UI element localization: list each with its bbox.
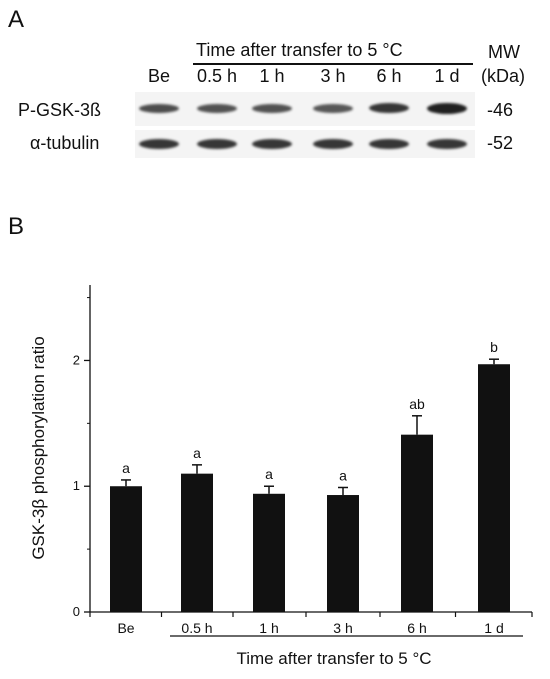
- lane-label: Be: [147, 66, 171, 86]
- lane-label: 1 h: [259, 66, 285, 86]
- blot-band: [252, 139, 292, 149]
- x-tick-label: 0.5 h: [181, 620, 212, 636]
- lane-label: 1 d: [434, 66, 460, 86]
- blot-header-underline: [193, 63, 473, 65]
- mw-value-pgsk: -46: [487, 100, 514, 120]
- mw-unit: (kDa): [481, 66, 525, 86]
- significance-letter: a: [265, 466, 273, 482]
- x-tick-label: 1 h: [259, 620, 278, 636]
- lane-label: 6 h: [376, 66, 402, 86]
- x-axis-title: Time after transfer to 5 °C: [236, 649, 431, 668]
- x-tick-label: 3 h: [333, 620, 352, 636]
- x-tick-label: 1 d: [484, 620, 503, 636]
- significance-letter: ab: [409, 396, 425, 412]
- mw-label: MW: [488, 42, 520, 62]
- lane-label: 3 h: [320, 66, 346, 86]
- bar: [478, 364, 510, 612]
- mw-value-tubulin: -52: [487, 133, 514, 153]
- blot-time-header: Time after transfer to 5 °C: [196, 40, 403, 60]
- blot-band: [252, 103, 292, 113]
- blot-strip-pgsk: [135, 92, 475, 126]
- bar: [110, 486, 142, 612]
- blot-band: [313, 139, 353, 149]
- significance-letter: a: [193, 445, 201, 461]
- blot-band: [197, 103, 237, 113]
- panel-a-letter: A: [8, 6, 25, 33]
- blot-band: [139, 103, 179, 113]
- blot-band: [313, 103, 353, 113]
- significance-letter: b: [490, 339, 498, 355]
- x-tick-label: 6 h: [407, 620, 426, 636]
- lane-label: 0.5 h: [196, 66, 238, 86]
- row-label-pgsk: P-GSK-3ß: [18, 100, 102, 120]
- y-tick-label: 1: [73, 478, 80, 493]
- blot-band: [427, 102, 467, 114]
- x-tick-label: Be: [117, 620, 134, 636]
- blot-band: [197, 139, 237, 149]
- blot-strip-tubulin: [135, 130, 475, 158]
- blot-band: [369, 103, 409, 113]
- y-tick-label: 0: [73, 604, 80, 619]
- y-tick-label: 2: [73, 352, 80, 367]
- blot-band: [427, 139, 467, 149]
- bar: [253, 493, 285, 612]
- blot-band: [369, 139, 409, 149]
- significance-letter: a: [122, 460, 130, 476]
- significance-letter: a: [339, 467, 347, 483]
- bar: [401, 434, 433, 612]
- row-label-tubulin: α-tubulin: [30, 133, 100, 153]
- bar: [327, 495, 359, 612]
- blot-band: [139, 139, 179, 149]
- y-axis-title: GSK-3β phosphorylation ratio: [29, 336, 48, 559]
- panel-b-letter: B: [8, 213, 25, 240]
- bar: [181, 473, 213, 612]
